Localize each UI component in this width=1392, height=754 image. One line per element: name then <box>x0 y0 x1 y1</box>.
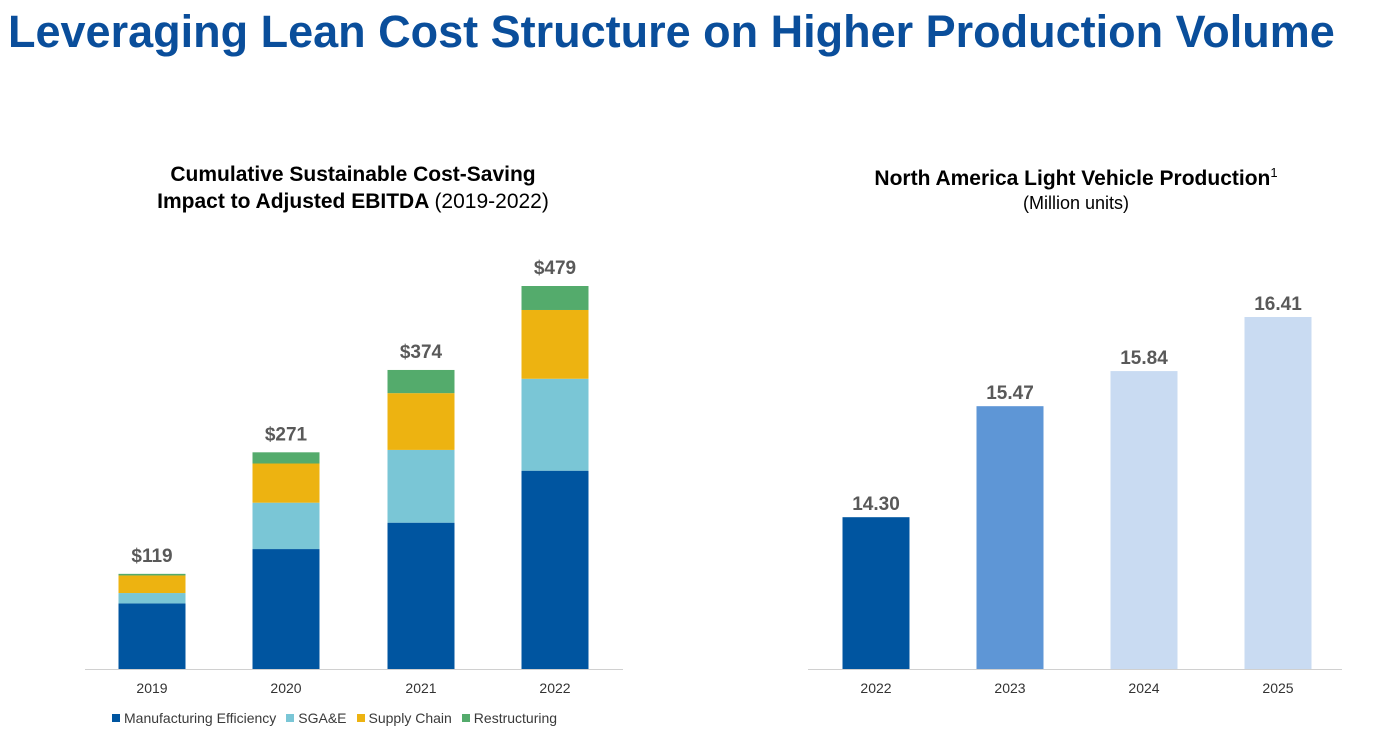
legend-swatch-sga-e <box>286 714 295 722</box>
legend-swatch-manufacturing-efficiency <box>112 714 120 722</box>
bar-segment-supply-chain-2021 <box>387 393 455 450</box>
x-tick-label-2024: 2024 <box>1128 680 1159 696</box>
value-label-2022: 14.30 <box>852 494 900 515</box>
legend-item-sga-e: SGA&E <box>286 710 347 726</box>
total-label-2022: $479 <box>534 258 576 279</box>
total-label-2020: $271 <box>265 424 308 445</box>
left-chart-legend: Manufacturing Efficiency SGA&E Supply Chai… <box>112 710 557 726</box>
right-chart-title-line1: North America Light Vehicle Production1 <box>806 159 1346 192</box>
bar-segment-restructuring-2020 <box>252 452 320 464</box>
left-chart-title-line2-bold: Impact to Adjusted EBITDA <box>157 190 429 213</box>
bar-segment-supply-chain-2019 <box>118 575 186 594</box>
left-chart-title: Cumulative Sustainable Cost-Saving Impac… <box>100 161 606 215</box>
footnote-marker: 1 <box>1270 165 1278 180</box>
bar-segment-manufacturing-efficiency-2022 <box>521 470 589 669</box>
legend-item-manufacturing-efficiency: Manufacturing Efficiency <box>112 710 276 726</box>
x-tick-label-2019: 2019 <box>136 680 167 696</box>
legend-label-manufacturing-efficiency: Manufacturing Efficiency <box>124 710 277 726</box>
left-chart-title-line2-range: (2019-2022) <box>434 190 549 213</box>
value-label-2024: 15.84 <box>1120 348 1168 369</box>
legend-swatch-supply-chain <box>356 714 365 722</box>
right-chart-subtitle: (Million units) <box>1022 193 1130 213</box>
x-tick-label-2022: 2022 <box>860 680 891 696</box>
production-bar-2025 <box>1244 317 1312 669</box>
production-bar-2023 <box>976 406 1044 669</box>
value-label-2025: 16.41 <box>1254 294 1302 315</box>
bar-segment-sga-e-2019 <box>118 593 186 604</box>
legend-item-restructuring: Restructuring <box>461 710 558 726</box>
total-label-2021: $374 <box>400 342 443 363</box>
right-chart-title-text: North America Light Vehicle Production <box>874 167 1271 190</box>
x-tick-label-2020: 2020 <box>270 680 301 696</box>
bar-segment-manufacturing-efficiency-2019 <box>118 603 186 669</box>
bar-segment-sga-e-2022 <box>521 378 589 471</box>
left-chart-title-line1: Cumulative Sustainable Cost-Saving <box>170 163 536 186</box>
total-label-2019: $119 <box>131 546 172 567</box>
x-tick-label-2022: 2022 <box>539 680 570 696</box>
left-chart-title-line2: Impact to Adjusted EBITDA (2019-2022) <box>100 188 606 215</box>
bar-segment-manufacturing-efficiency-2021 <box>387 522 455 669</box>
x-tick-label-2023: 2023 <box>994 680 1025 696</box>
bar-segment-supply-chain-2020 <box>252 463 320 503</box>
bar-segment-restructuring-2019 <box>118 573 186 576</box>
legend-label-sga-e: SGA&E <box>298 710 347 726</box>
value-label-2023: 15.47 <box>986 383 1034 404</box>
bar-segment-sga-e-2020 <box>252 502 320 550</box>
bar-segment-sga-e-2021 <box>387 449 455 523</box>
legend-swatch-restructuring <box>461 714 470 722</box>
bar-segment-supply-chain-2022 <box>521 309 589 379</box>
bar-segment-restructuring-2022 <box>521 286 589 310</box>
production-bar-2022 <box>842 517 910 669</box>
bar-segment-manufacturing-efficiency-2020 <box>252 549 320 669</box>
x-tick-label-2021: 2021 <box>405 680 436 696</box>
legend-label-supply-chain: Supply Chain <box>368 710 452 726</box>
right-chart-title: North America Light Vehicle Production1 … <box>806 159 1346 214</box>
production-bar-2024 <box>1110 371 1178 669</box>
bar-segment-restructuring-2021 <box>387 369 455 394</box>
page-title: Leveraging Lean Cost Structure on Higher… <box>8 6 1335 57</box>
legend-label-restructuring: Restructuring <box>473 710 558 726</box>
legend-item-supply-chain: Supply Chain <box>356 710 452 726</box>
x-tick-label-2025: 2025 <box>1262 680 1293 696</box>
